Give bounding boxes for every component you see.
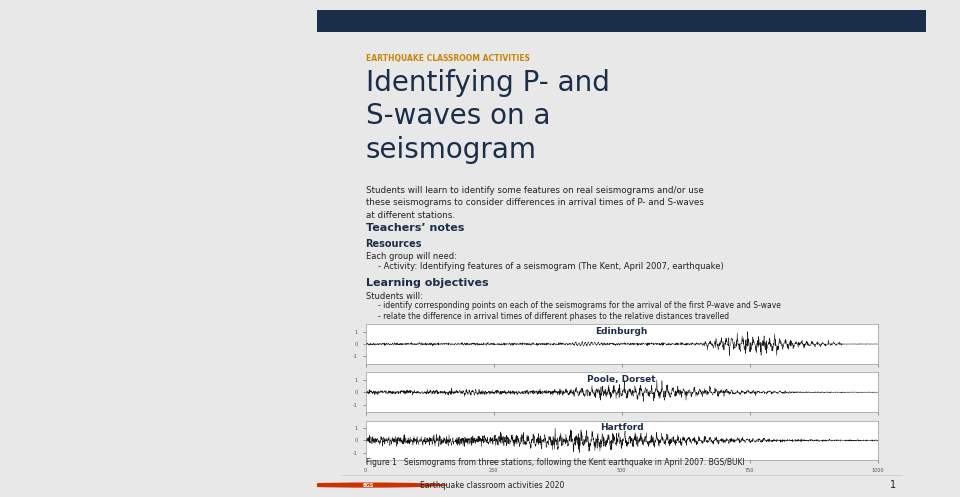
Text: Learning objectives: Learning objectives — [366, 278, 489, 288]
Text: Resources: Resources — [366, 239, 422, 249]
Text: Each group will need:: Each group will need: — [366, 252, 456, 261]
Text: - relate the difference in arrival times of different phases to the relative dis: - relate the difference in arrival times… — [378, 312, 729, 321]
Circle shape — [289, 483, 448, 488]
Text: Identifying P- and
S-waves on a
seismogram: Identifying P- and S-waves on a seismogr… — [366, 69, 610, 164]
Text: EARTHQUAKE CLASSROOM ACTIVITIES: EARTHQUAKE CLASSROOM ACTIVITIES — [366, 54, 530, 63]
Text: Edinburgh: Edinburgh — [595, 327, 648, 336]
Text: - identify corresponding points on each of the seismograms for the arrival of th: - identify corresponding points on each … — [378, 301, 780, 310]
Text: BGS: BGS — [363, 483, 374, 488]
Text: Teachers’ notes: Teachers’ notes — [366, 223, 464, 233]
Text: Students will learn to identify some features on real seismograms and/or use
the: Students will learn to identify some fea… — [366, 186, 704, 220]
Text: Students will:: Students will: — [366, 292, 422, 301]
Text: Hartford: Hartford — [600, 423, 643, 432]
Text: - Activity: Identifying features of a seismogram (The Kent, April 2007, earthqua: - Activity: Identifying features of a se… — [378, 262, 724, 271]
Bar — [317, 10, 926, 32]
Text: Earthquake classroom activities 2020: Earthquake classroom activities 2020 — [420, 481, 564, 490]
Text: 1: 1 — [890, 480, 896, 490]
Text: Poole, Dorset: Poole, Dorset — [588, 375, 656, 384]
Text: Figure 1   Seismograms from three stations, following the Kent earthquake in Apr: Figure 1 Seismograms from three stations… — [366, 458, 744, 467]
